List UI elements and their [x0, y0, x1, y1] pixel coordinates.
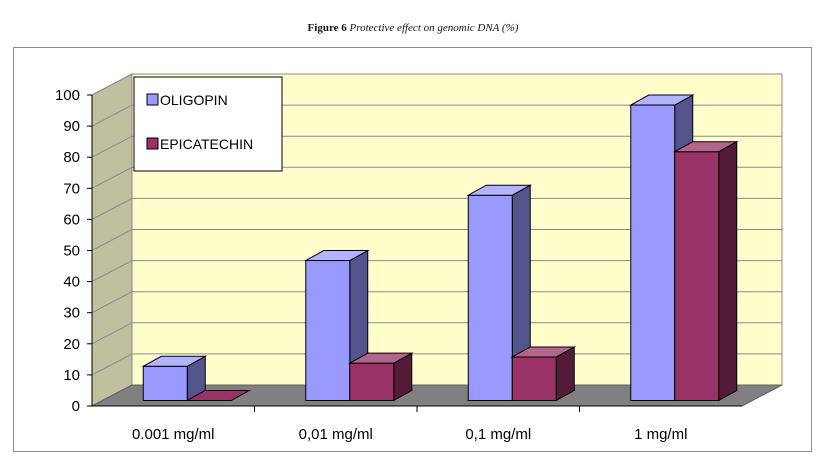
- figure-label: Figure 6: [307, 22, 347, 34]
- gridline: [91, 229, 782, 251]
- bar-top: [303, 250, 370, 262]
- bar-top: [510, 346, 577, 358]
- y-tick-label: 30: [63, 305, 80, 322]
- y-tick-label: 90: [63, 118, 80, 135]
- gridline: [91, 135, 782, 158]
- x-tick-label: 0.001 mg/ml: [132, 426, 215, 443]
- gridline: [91, 166, 782, 189]
- y-tick-label: 0: [72, 398, 80, 415]
- figure-caption: Figure 6 Protective effect on genomic DN…: [0, 22, 826, 34]
- bar: [185, 390, 252, 401]
- gridline: [91, 260, 782, 283]
- legend-label: OLIGOPIN: [160, 92, 228, 108]
- y-tick-label: 40: [63, 274, 80, 291]
- gridline: [91, 322, 782, 345]
- gridline: [91, 291, 782, 314]
- y-tick-label: 80: [63, 149, 80, 166]
- bar: [510, 346, 577, 402]
- x-tick-label: 1 mg/ml: [634, 426, 687, 443]
- y-tick-label: 60: [63, 211, 80, 228]
- y-tick-label: 20: [63, 336, 80, 353]
- bar-top: [347, 352, 414, 364]
- bar-front: [630, 104, 676, 402]
- bar-top: [672, 141, 739, 153]
- y-axis-ticks: 0 10 20 30 40 50 60 70 80 90 100: [55, 87, 93, 415]
- bar: [347, 352, 414, 402]
- bar: [672, 140, 739, 402]
- bar-front: [142, 365, 188, 402]
- bars: [141, 94, 739, 402]
- bar-front: [467, 194, 513, 401]
- bar-top: [141, 355, 208, 367]
- gridline: [91, 73, 782, 96]
- legend-swatch: [146, 137, 159, 150]
- bar-front: [511, 356, 557, 401]
- bar-front: [349, 362, 395, 401]
- legend-label: EPICATECHIN: [160, 136, 253, 152]
- bar-top: [466, 184, 533, 196]
- bar: [466, 184, 533, 402]
- y-tick-label: 70: [63, 180, 80, 197]
- y-tick-label: 10: [63, 367, 80, 384]
- legend-swatch: [146, 93, 159, 106]
- x-tick-label: 0,1 mg/ml: [465, 426, 531, 443]
- bar-front: [674, 151, 720, 401]
- bar-top: [628, 94, 695, 106]
- bar-front: [305, 260, 351, 401]
- legend-box: [133, 76, 283, 172]
- y-tick-label: 50: [63, 243, 80, 260]
- x-axis-labels: 0.001 mg/ml 0,01 mg/ml 0,1 mg/ml 1 mg/ml: [132, 406, 687, 443]
- bar-side: [718, 140, 738, 402]
- bar-top: [185, 390, 252, 401]
- x-tick-label: 0,01 mg/ml: [299, 426, 373, 443]
- figure-caption-text: Protective effect on genomic DNA (%): [349, 22, 519, 34]
- bar: [141, 355, 208, 402]
- legend: OLIGOPIN EPICATECHIN: [133, 76, 283, 172]
- gridline: [91, 197, 782, 220]
- gridline: [91, 104, 782, 127]
- y-tick-label: 100: [55, 87, 80, 104]
